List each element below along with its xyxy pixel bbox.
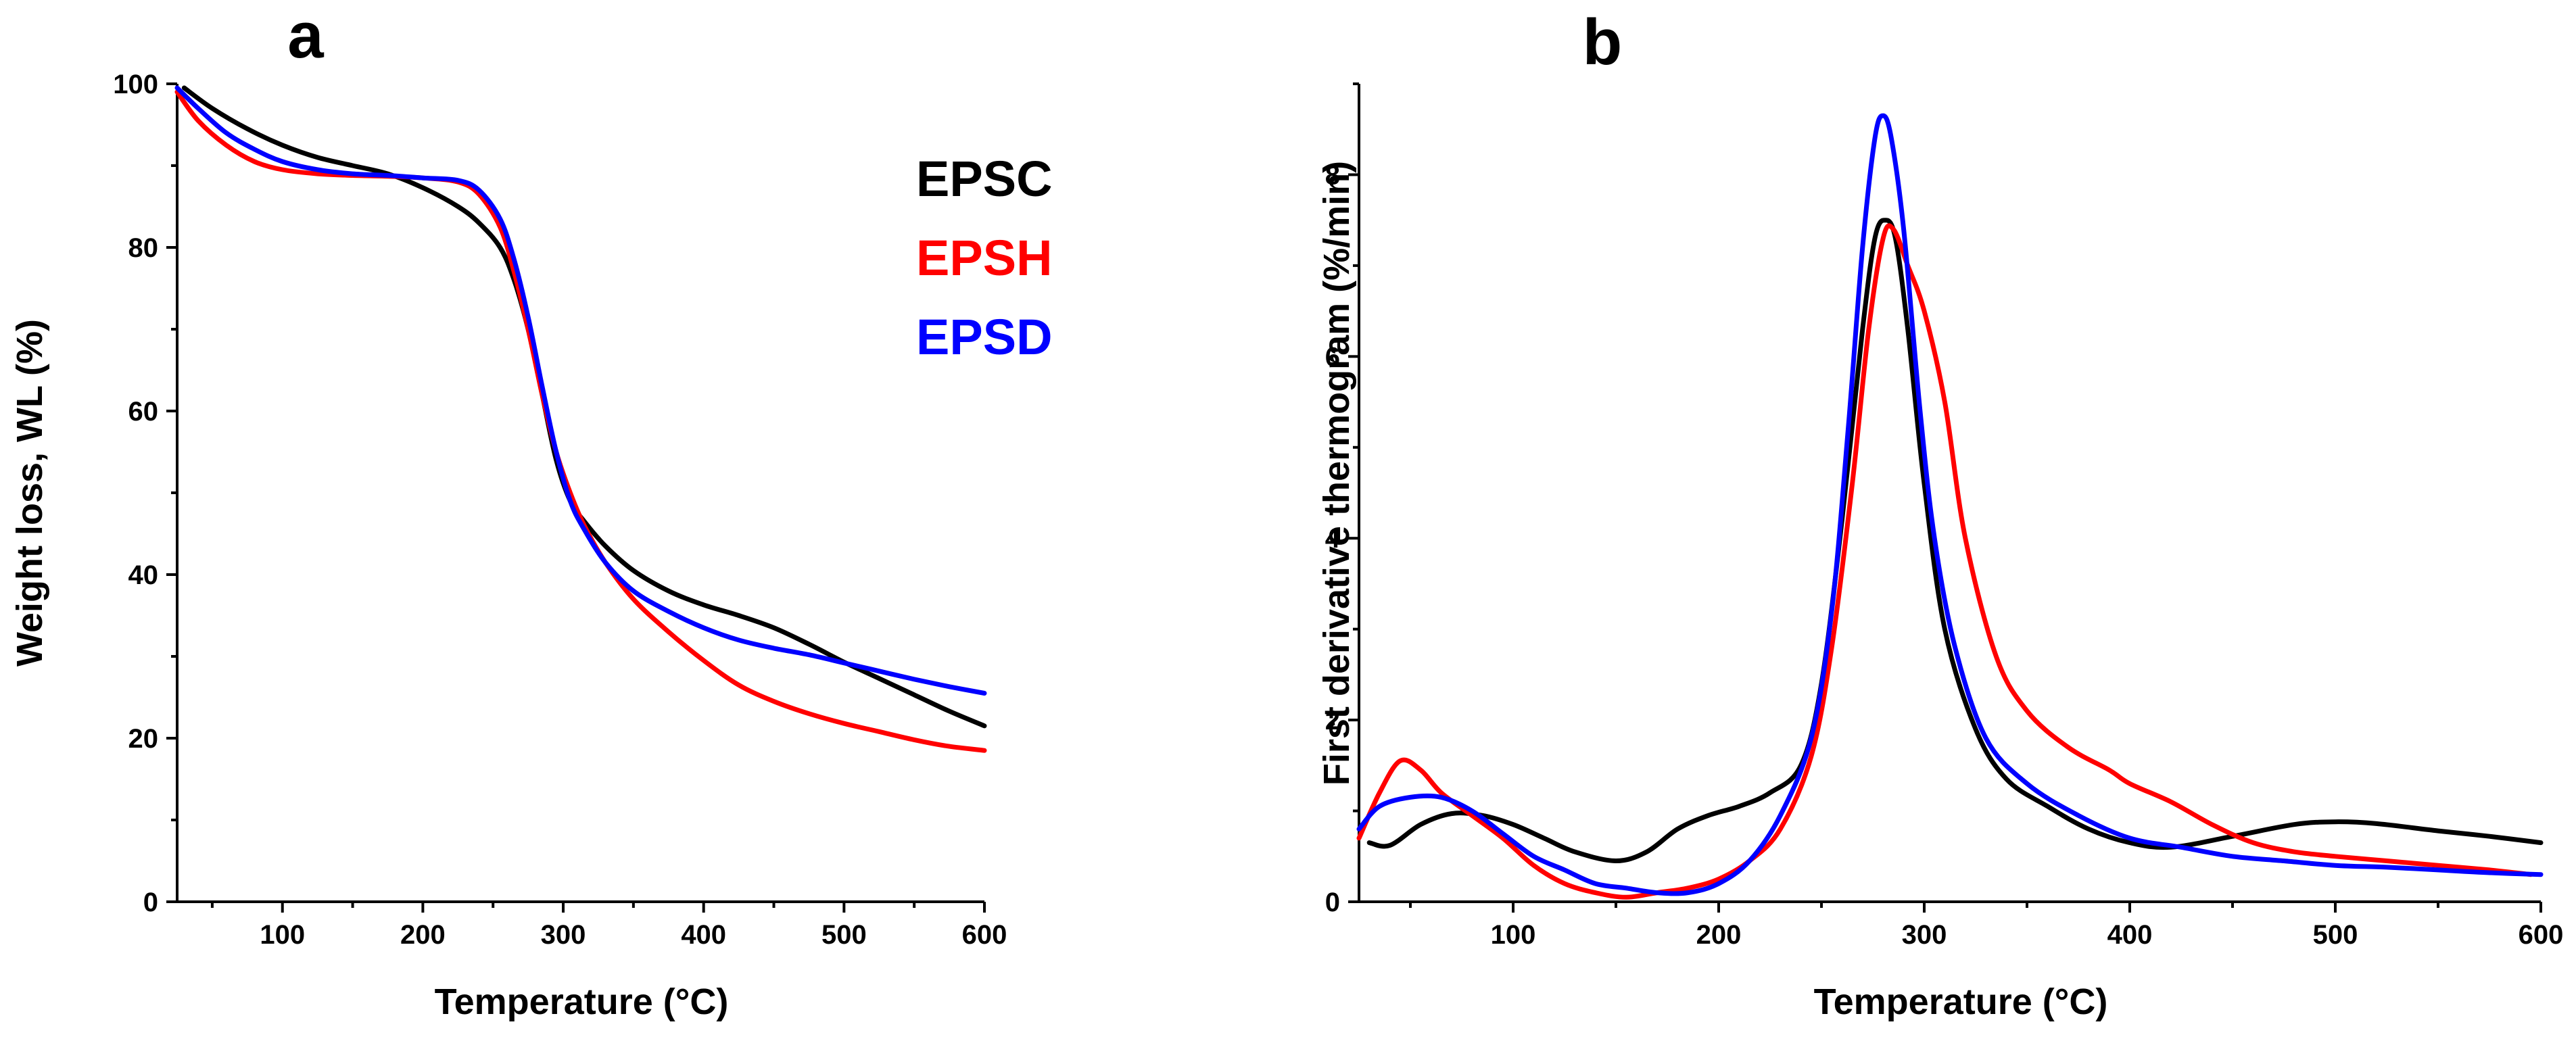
x-tick-label: 500 — [821, 920, 867, 950]
y-tick-label: 0 — [143, 888, 158, 917]
series-line-epsh — [1356, 223, 2533, 900]
panel-b-x-axis-title: Temperature (°C) — [1814, 982, 2108, 1022]
x-tick-label: 300 — [541, 920, 586, 950]
x-tick-label: 200 — [400, 920, 446, 950]
panel-b-y-axis-title: First derivative thermogram (%/min) — [1316, 161, 1357, 786]
panel-b-series-group — [1356, 113, 2544, 900]
x-tick-label: 600 — [2519, 920, 2564, 950]
x-tick-label: 600 — [962, 920, 1007, 950]
y-tick-label: 4 — [1325, 524, 1341, 554]
series-line-epsd — [1356, 113, 2544, 896]
panel-label-b: b — [1583, 6, 1623, 78]
y-tick-label: 2 — [1325, 706, 1340, 735]
y-tick-label: 6 — [1325, 342, 1340, 372]
y-tick-label: 0 — [1325, 888, 1340, 917]
chart-panel-a: a 100 200 300 400 500 600 0 20 40 60 80 100 Temper… — [9, 0, 1053, 1022]
panel-a-x-ticks: 100 200 300 400 500 600 — [210, 902, 1007, 950]
x-tick-label: 300 — [1902, 920, 1947, 950]
y-tick-label: 8 — [1325, 160, 1340, 190]
series-line-epsd — [174, 85, 987, 696]
panel-a-axes — [176, 84, 984, 903]
y-tick-label: 20 — [128, 724, 159, 754]
panel-a-y-axis-title: Weight loss, WL (%) — [9, 319, 50, 667]
legend-label-epsh: EPSH — [916, 230, 1053, 286]
x-tick-label: 100 — [1491, 920, 1536, 950]
panel-b-y-ticks: 0 2 4 6 8 — [1325, 82, 1359, 917]
chart-panel-b: b 100 200 300 400 500 600 0 2 4 6 8 Temperature (… — [1316, 6, 2563, 1022]
y-tick-label: 40 — [128, 560, 159, 590]
y-tick-label: 80 — [128, 233, 159, 263]
panel-b-x-ticks: 100 200 300 400 500 600 — [1409, 902, 2564, 950]
series-line-epsc — [1366, 218, 2544, 863]
panel-a-x-axis-title: Temperature (°C) — [435, 982, 729, 1022]
panel-a-series-group — [174, 85, 987, 753]
x-tick-label: 200 — [1696, 920, 1742, 950]
legend-label-epsc: EPSC — [916, 151, 1053, 207]
panel-b-axes — [1358, 84, 2541, 903]
legend-label-epsd: EPSD — [916, 309, 1053, 365]
y-tick-label: 100 — [113, 70, 158, 99]
x-tick-label: 400 — [681, 920, 726, 950]
panel-a-legend: EPSC EPSH EPSD — [916, 151, 1053, 365]
series-line-epsh — [174, 89, 987, 753]
series-line-epsc — [181, 85, 987, 729]
panel-a-y-ticks: 0 20 40 60 80 100 — [113, 70, 177, 917]
x-tick-label: 100 — [260, 920, 305, 950]
x-tick-label: 500 — [2313, 920, 2358, 950]
y-tick-label: 60 — [128, 397, 159, 427]
panel-label-a: a — [287, 0, 324, 72]
x-tick-label: 400 — [2107, 920, 2153, 950]
